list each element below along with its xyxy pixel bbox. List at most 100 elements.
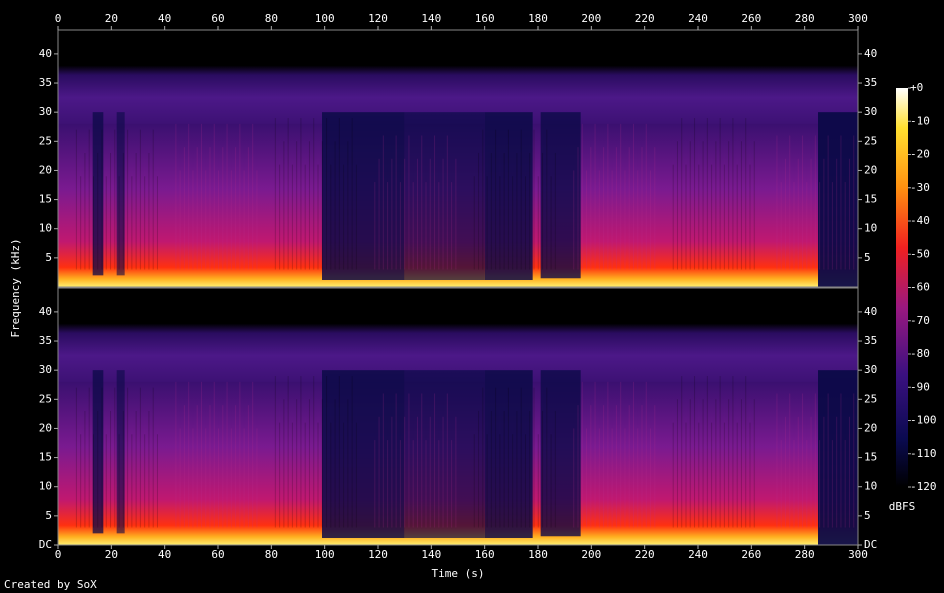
y-tick-label: 40 [864,305,877,318]
quiet-region [92,370,104,534]
panel-frame [57,287,859,546]
x-tick-label: 260 [741,548,761,561]
x-tick-label: 40 [158,12,171,25]
x-tick-label: 60 [211,548,224,561]
y-tick-label: 25 [39,392,52,405]
y-tick-label: 25 [864,134,877,147]
y-tick-label: 15 [39,193,52,206]
colorbar-tick-label: -60 [910,281,930,294]
quiet-region [540,112,581,279]
colorbar-tick-label: -40 [910,214,930,227]
x-tick-label: 120 [368,548,388,561]
y-tick-label: 30 [864,105,877,118]
x-axis-label: Time (s) [432,567,485,580]
y-tick-label: 20 [864,421,877,434]
y-tick-label: 30 [39,363,52,376]
quiet-region [322,370,405,539]
x-tick-label: 280 [795,12,815,25]
x-tick-label: 280 [795,548,815,561]
y-tick-label: 10 [864,480,877,493]
x-tick-label: 200 [581,12,601,25]
x-tick-label: 140 [421,12,441,25]
y-tick-label: 35 [39,76,52,89]
colorbar-tick-label: -20 [910,148,930,161]
x-tick-label: 300 [848,12,868,25]
y-tick-label: 20 [39,421,52,434]
colorbar-tick-label: -110 [910,447,937,460]
y-tick-label: 15 [39,451,52,464]
x-tick-label: 0 [55,548,62,561]
y-tick-label: 35 [864,76,877,89]
quiet-region [92,112,104,276]
y-tick-label: 10 [39,480,52,493]
x-tick-label: 300 [848,548,868,561]
x-tick-label: 240 [688,548,708,561]
quiet-region [484,112,533,281]
y-axis-label: Frequency (kHz) [9,238,22,337]
panel-frame [57,29,859,288]
x-tick-label: 80 [265,548,278,561]
quiet-region [322,112,405,281]
colorbar [896,88,908,487]
y-tick-label: 10 [864,222,877,235]
colorbar-tick-label: -50 [910,247,930,260]
footer: Created by SoX [4,578,97,591]
x-tick-label: 160 [475,548,495,561]
y-tick-label: 25 [39,134,52,147]
x-tick-label: 180 [528,12,548,25]
colorbar-label: dBFS [889,500,916,513]
x-tick-label: 180 [528,548,548,561]
x-tick-label: 220 [635,12,655,25]
x-tick-label: 220 [635,548,655,561]
y-tick-label: 40 [864,47,877,60]
quiet-region [116,112,125,276]
quiet-region [818,370,858,545]
y-tick-label: 10 [39,222,52,235]
colorbar-tick-label: -30 [910,181,930,194]
y-tick-label: 5 [45,251,52,264]
x-tick-label: 0 [55,12,62,25]
x-tick-label: 40 [158,548,171,561]
y-tick-label: 30 [39,105,52,118]
quiet-region [404,112,485,281]
colorbar-tick-label: -90 [910,380,930,393]
x-tick-label: 60 [211,12,224,25]
y-tick-label: 5 [45,509,52,522]
colorbar-tick-label: -80 [910,347,930,360]
colorbar-tick-label: -70 [910,314,930,327]
x-tick-label: 20 [105,12,118,25]
y-tick-label: 20 [864,163,877,176]
x-tick-label: 120 [368,12,388,25]
quiet-region [404,370,485,539]
y-tick-label: 5 [864,509,871,522]
y-tick-label: 20 [39,163,52,176]
quiet-region [484,370,533,539]
colorbar-tick-label: -100 [910,414,937,427]
y-tick-label: 15 [864,193,877,206]
y-tick-label: 25 [864,392,877,405]
quiet-region [540,370,581,537]
x-tick-label: 200 [581,548,601,561]
x-tick-label: 100 [315,548,335,561]
y-tick-label: 35 [864,334,877,347]
y-tick-label: 30 [864,363,877,376]
x-tick-label: 260 [741,12,761,25]
x-tick-label: 20 [105,548,118,561]
y-tick-label: DC [39,538,52,551]
y-tick-label: 5 [864,251,871,264]
y-tick-label: 40 [39,47,52,60]
colorbar-tick-label: -10 [910,114,930,127]
y-tick-label: DC [864,538,877,551]
colorbar-tick-label: -120 [910,480,937,493]
quiet-region [116,370,125,534]
quiet-region [818,112,858,287]
y-tick-label: 15 [864,451,877,464]
y-tick-label: 40 [39,305,52,318]
colorbar-tick-label: +0 [910,81,923,94]
x-tick-label: 160 [475,12,495,25]
x-tick-label: 240 [688,12,708,25]
x-tick-label: 140 [421,548,441,561]
x-tick-label: 80 [265,12,278,25]
